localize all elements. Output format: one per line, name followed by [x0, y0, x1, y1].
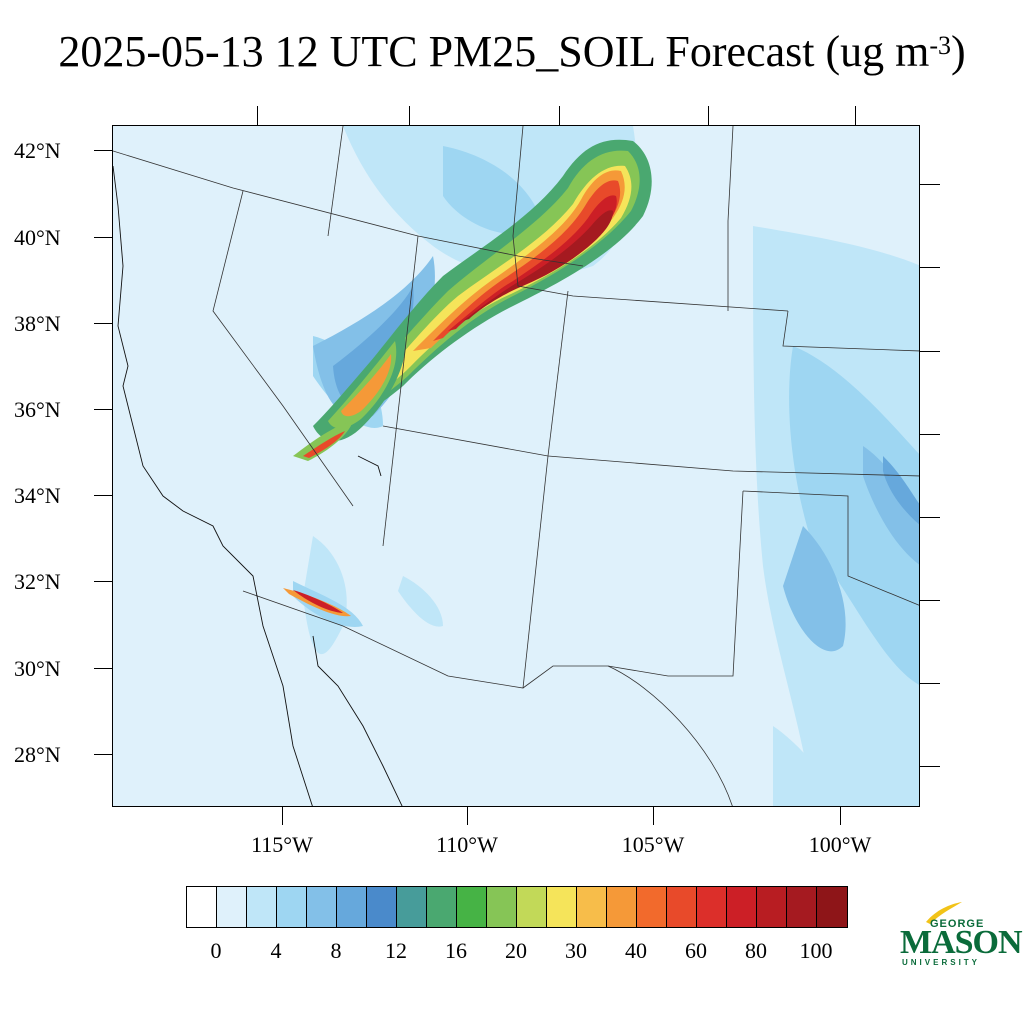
- title-text: 2025-05-13 12 UTC PM25_SOIL Forecast (ug…: [58, 27, 930, 76]
- colorbar-label: 100: [799, 938, 833, 963]
- colorbar-swatch: [457, 887, 487, 927]
- logo-university-text: UNIVERSITY: [902, 958, 981, 967]
- colorbar-swatch: [667, 887, 697, 927]
- colorbar-swatch: [217, 887, 247, 927]
- right-tick: [920, 517, 940, 518]
- colorbar-label: 0: [210, 938, 222, 963]
- right-tick: [920, 683, 940, 684]
- colorbar-swatch: [187, 887, 217, 927]
- colorbar-swatch: [307, 887, 337, 927]
- colorbar-swatch: [577, 887, 607, 927]
- map-canvas: [113, 126, 919, 806]
- colorbar-swatch: [637, 887, 667, 927]
- lat-label: 28°N: [14, 742, 61, 767]
- colorbar-swatch: [277, 887, 307, 927]
- top-tick: [855, 106, 856, 125]
- right-tick: [920, 600, 940, 601]
- left-tick: [94, 495, 112, 496]
- colorbar-swatch: [517, 887, 547, 927]
- left-tick: [94, 754, 112, 755]
- left-tick: [94, 237, 112, 238]
- lon-label: 115°W: [251, 832, 313, 857]
- logo-george-text: GEORGE: [930, 918, 985, 930]
- colorbar-swatch: [607, 887, 637, 927]
- top-tick: [257, 106, 258, 125]
- forecast-map: [112, 125, 920, 807]
- lat-label: 36°N: [14, 397, 61, 422]
- lon-label: 100°W: [808, 832, 872, 857]
- colorbar-swatch: [367, 887, 397, 927]
- title-exponent: -3: [929, 31, 951, 60]
- left-tick: [94, 409, 112, 410]
- map-title: 2025-05-13 12 UTC PM25_SOIL Forecast (ug…: [0, 22, 1024, 82]
- colorbar-swatch: [787, 887, 817, 927]
- title-close: ): [951, 27, 966, 76]
- bottom-tick: [467, 807, 468, 825]
- colorbar-label: 40: [625, 938, 647, 963]
- colorbar-label: 16: [445, 938, 467, 963]
- colorbar-swatch: [757, 887, 787, 927]
- colorbar-swatch: [397, 887, 427, 927]
- top-tick: [559, 106, 560, 125]
- right-tick: [920, 351, 940, 352]
- colorbar-label: 60: [685, 938, 707, 963]
- southwest-plume: [283, 536, 443, 655]
- left-tick: [94, 668, 112, 669]
- colorbar-swatch: [487, 887, 517, 927]
- colorbar-swatch: [817, 887, 847, 927]
- eastern-low-concentration-field: [753, 226, 919, 806]
- colorbar: [186, 886, 848, 928]
- coastline: [113, 165, 403, 806]
- colorbar-label: 8: [330, 938, 342, 963]
- colorbar-label: 30: [565, 938, 587, 963]
- colorbar-label: 12: [385, 938, 407, 963]
- colorbar-swatch: [727, 887, 757, 927]
- lon-label: 110°W: [436, 832, 498, 857]
- logo-mason-text: MASON: [900, 924, 1023, 961]
- gmu-logo-icon: [926, 902, 962, 924]
- right-tick: [920, 766, 940, 767]
- left-tick: [94, 150, 112, 151]
- top-tick: [708, 106, 709, 125]
- lon-label: 105°W: [621, 832, 685, 857]
- colorbar-swatch: [547, 887, 577, 927]
- colorbar-swatch: [247, 887, 277, 927]
- left-tick: [94, 581, 112, 582]
- top-tick: [409, 106, 410, 125]
- colorbar-swatch: [697, 887, 727, 927]
- lat-label: 38°N: [14, 311, 61, 336]
- colorbar-swatch: [337, 887, 367, 927]
- lat-label: 30°N: [14, 656, 61, 681]
- state-boundaries: [113, 126, 919, 806]
- lat-label: 42°N: [14, 138, 61, 163]
- bottom-tick: [282, 807, 283, 825]
- colorbar-label: 20: [505, 938, 527, 963]
- right-tick: [920, 434, 940, 435]
- bottom-tick: [653, 807, 654, 825]
- colorbar-swatch: [427, 887, 457, 927]
- left-tick: [94, 323, 112, 324]
- bottom-tick: [840, 807, 841, 825]
- lat-label: 40°N: [14, 225, 61, 250]
- right-tick: [920, 267, 940, 268]
- lat-label: 34°N: [14, 483, 61, 508]
- right-tick: [920, 184, 940, 185]
- colorbar-label: 80: [745, 938, 767, 963]
- lat-label: 32°N: [14, 569, 61, 594]
- colorbar-label: 4: [270, 938, 282, 963]
